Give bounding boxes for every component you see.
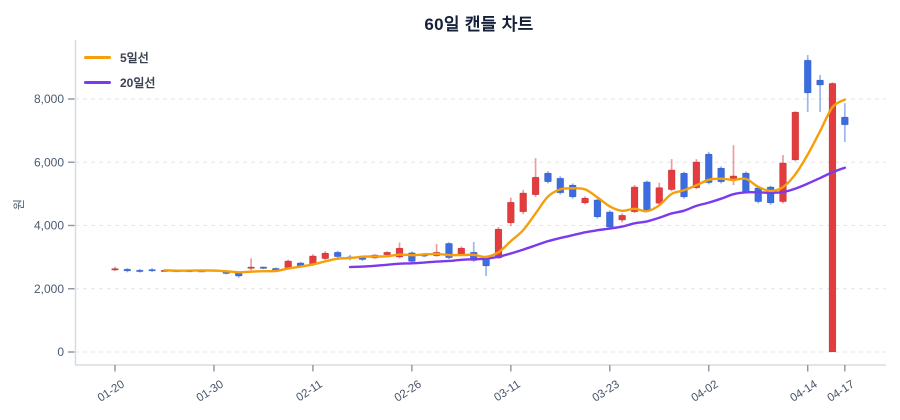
ma5-line-swatch-icon	[84, 56, 111, 59]
x-tick-label: 04-02	[689, 378, 720, 404]
candle-45	[667, 159, 676, 192]
ma20-line	[348, 166, 847, 269]
candle-18	[333, 250, 342, 258]
candle-55	[791, 111, 800, 162]
axes: 0 2,000 4,000 6,000 8,000 01-20 01-30 02-11 02-2…	[34, 40, 886, 405]
x-tick-label: 01-30	[195, 378, 226, 404]
candle-32	[506, 197, 515, 227]
candle-50	[729, 145, 738, 186]
x-tick-label: 03-11	[492, 378, 522, 404]
y-tick-label: 2,000	[34, 282, 64, 296]
candles	[111, 55, 849, 353]
ma5-line	[163, 98, 847, 274]
candle-3	[148, 268, 156, 272]
candle-1	[123, 268, 132, 273]
candle-51	[742, 171, 750, 194]
candle-24	[408, 251, 416, 263]
x-tick-label: 02-26	[393, 378, 424, 404]
candle-59	[840, 103, 849, 143]
candle-23	[395, 242, 404, 259]
candle-12	[259, 266, 268, 270]
candle-0	[111, 266, 119, 272]
candle-58	[828, 82, 837, 353]
y-tick-label: 4,000	[34, 219, 64, 233]
x-tick-label: 04-14	[788, 378, 820, 404]
y-tick-label: 6,000	[34, 155, 64, 169]
chart-title: 60일 캔들 차트	[424, 15, 534, 34]
candle-40	[605, 210, 614, 229]
candle-41	[618, 213, 627, 223]
candle-36	[556, 176, 565, 195]
x-tick-label: 02-11	[294, 378, 324, 404]
ma5-legend-label: 5일선	[120, 51, 149, 65]
ma20-legend-label: 20일선	[120, 76, 156, 90]
candle-38	[581, 196, 589, 205]
candle-56	[803, 55, 812, 112]
candle-43	[643, 180, 651, 212]
candle-35	[544, 171, 552, 184]
candle-46	[680, 171, 688, 199]
candle-2	[135, 268, 144, 273]
candle-34	[531, 158, 540, 198]
legend-item-ma5: 5일선	[84, 49, 155, 66]
legend: 5일선 20일선	[84, 49, 155, 91]
x-tick-label: 01-20	[96, 378, 127, 404]
legend-item-ma20: 20일선	[84, 74, 155, 91]
candle-33	[519, 189, 528, 215]
y-tick-label: 8,000	[34, 92, 64, 106]
candle-17	[321, 251, 330, 261]
candle-27	[445, 242, 453, 260]
y-tick-label: 0	[57, 345, 64, 359]
candle-37	[568, 183, 577, 199]
x-tick-label: 03-23	[590, 378, 621, 404]
candle-57	[816, 74, 824, 112]
candle-49	[717, 166, 725, 184]
moving-average-lines	[163, 98, 847, 274]
x-tick-label: 04-17	[826, 378, 857, 404]
ma20-line-swatch-icon	[84, 81, 111, 84]
candle-44	[655, 182, 664, 205]
candle-53	[766, 185, 775, 205]
candle-39	[593, 198, 602, 219]
candle-11	[247, 258, 255, 273]
gridlines	[75, 98, 886, 353]
